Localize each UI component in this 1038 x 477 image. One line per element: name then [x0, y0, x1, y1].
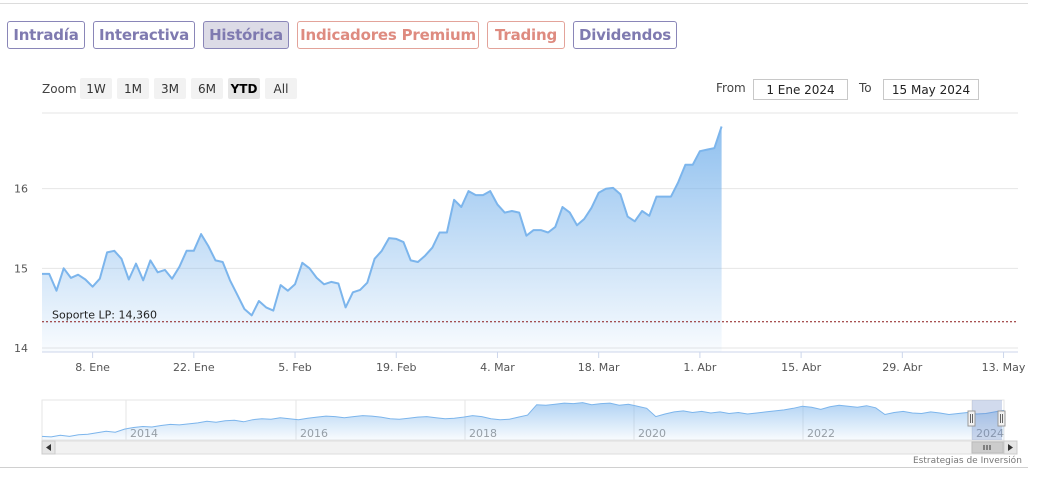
scroll-left-arrow-icon [46, 444, 51, 451]
zoom-all-button[interactable]: All [265, 78, 297, 99]
zoom-label: Zoom [42, 82, 77, 96]
navigator-line [41, 402, 1005, 438]
support-annotation: Soporte LP: 14,360 [42, 309, 1018, 323]
zoom-3m-button[interactable]: 3M [154, 78, 186, 99]
price-area [42, 126, 723, 352]
x-tick-label: 1. Abr [683, 361, 716, 374]
tab-dividendos[interactable]: Dividendos [573, 21, 677, 49]
to-date-input[interactable]: 15 May 2024 [883, 79, 979, 100]
price-area-fill [42, 126, 722, 352]
navigator[interactable]: 201420162018202020222024 [41, 399, 1018, 455]
top-divider [0, 3, 1028, 4]
chart-credit: Estrategias de Inversión [913, 456, 1022, 466]
to-label: To [859, 81, 872, 95]
y-tick-label: 16 [14, 183, 28, 196]
y-tick-label: 15 [14, 262, 28, 275]
x-tick-label: 18. Mar [578, 361, 620, 374]
y-tick-label: 14 [14, 342, 28, 355]
y-axis: 14 15 16 [14, 183, 28, 355]
x-tick-label: 22. Ene [173, 361, 215, 374]
x-tick-label: 8. Ene [75, 361, 110, 374]
navigator-handle-left[interactable] [967, 410, 976, 427]
tab-trading[interactable]: Trading [487, 21, 565, 49]
zoom-6m-button[interactable]: 6M [191, 78, 223, 99]
bottom-divider [0, 467, 1028, 468]
x-tick-label: 29. Abr [882, 361, 922, 374]
tab-historica[interactable]: Histórica [203, 21, 289, 49]
support-label: Soporte LP: 14,360 [52, 309, 157, 322]
tab-indicadores-premium[interactable]: Indicadores Premium [297, 21, 479, 49]
zoom-1w-button[interactable]: 1W [80, 78, 112, 99]
tab-interactiva[interactable]: Interactiva [93, 21, 195, 49]
zoom-ytd-button[interactable]: YTD [228, 78, 260, 99]
x-tick-label: 4. Mar [480, 361, 515, 374]
x-tick-label: 19. Feb [376, 361, 416, 374]
x-tick-label: 5. Feb [278, 361, 311, 374]
from-label: From [716, 81, 746, 95]
price-line [42, 126, 723, 317]
navigator-area [42, 402, 1004, 440]
navigator-mask [972, 400, 1002, 440]
from-date-input[interactable]: 1 Ene 2024 [753, 79, 848, 100]
scroll-right-arrow-icon [1008, 444, 1013, 451]
x-tick-label: 13. May [982, 361, 1026, 374]
navigator-scrollbar[interactable] [41, 440, 1018, 455]
x-tick-label: 15. Abr [781, 361, 821, 374]
tab-intradia[interactable]: Intradía [7, 21, 85, 49]
navigator-handle-right[interactable] [997, 410, 1006, 427]
x-axis: 8. Ene 22. Ene 5. Feb 19. Feb 4. Mar 18. Mar 1… [42, 351, 1026, 374]
zoom-1m-button[interactable]: 1M [117, 78, 149, 99]
